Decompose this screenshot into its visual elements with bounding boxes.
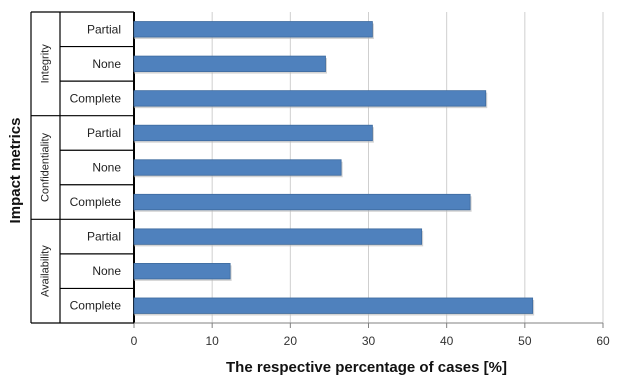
category-label: Complete bbox=[70, 91, 122, 105]
bar-layer bbox=[133, 21, 535, 316]
x-tick-label: 60 bbox=[596, 334, 610, 348]
bar bbox=[133, 159, 342, 176]
label-layer: 0 10 20 30 40 50 60 Partial None Complete Partial N… bbox=[40, 22, 610, 348]
x-tick-label: 0 bbox=[131, 334, 138, 348]
category-label: Partial bbox=[87, 126, 121, 140]
bar bbox=[133, 263, 231, 280]
x-tick-label: 50 bbox=[518, 334, 532, 348]
group-label: Integrity bbox=[40, 44, 52, 84]
bar bbox=[133, 193, 471, 211]
bar bbox=[133, 21, 373, 38]
category-label: Partial bbox=[87, 22, 121, 36]
bar bbox=[133, 124, 373, 142]
category-label: None bbox=[92, 57, 121, 71]
y-axis-title: Impact metrics bbox=[7, 118, 24, 224]
category-label: Partial bbox=[87, 230, 121, 244]
category-label: None bbox=[92, 264, 121, 278]
x-tick-label: 40 bbox=[440, 334, 454, 348]
category-label: Complete bbox=[70, 299, 122, 313]
category-label: None bbox=[92, 161, 121, 175]
x-tick-label: 20 bbox=[284, 334, 298, 348]
bar bbox=[133, 228, 423, 245]
x-tick-label: 10 bbox=[205, 334, 219, 348]
group-label: Availability bbox=[40, 245, 52, 297]
x-axis-title: The respective percentage of cases [%] bbox=[226, 359, 507, 376]
x-tick-label: 30 bbox=[362, 334, 376, 348]
bar bbox=[133, 297, 534, 314]
category-label: Complete bbox=[70, 195, 122, 209]
group-label: Confidentiality bbox=[40, 132, 52, 202]
bar bbox=[133, 55, 326, 72]
bar bbox=[133, 90, 487, 107]
